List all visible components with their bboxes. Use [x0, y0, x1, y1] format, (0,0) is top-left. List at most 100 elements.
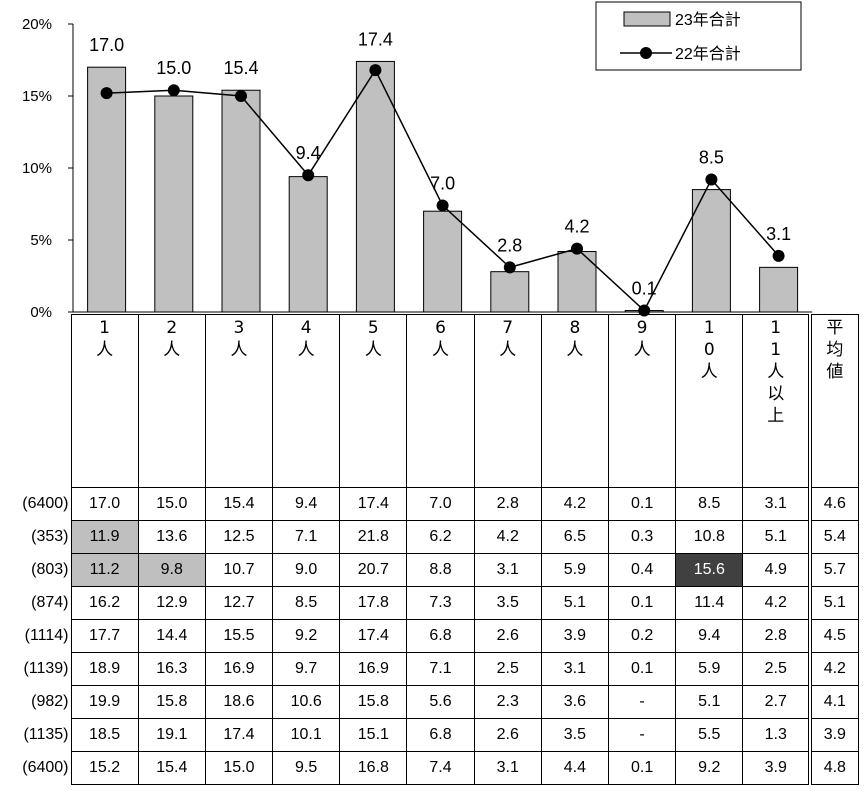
y-tick-label: 0%	[30, 304, 52, 320]
average-cell: 5.1	[808, 586, 859, 620]
y-tick-label: 20%	[22, 16, 52, 33]
average-cell: 4.2	[808, 652, 859, 686]
average-cell: 3.9	[808, 718, 859, 752]
table-row: (353) 11.9 13.6 12.5 7.1 21.8 6.2 4.2 6.5 0.3 10.8…	[0, 520, 859, 554]
table-cell: 11.9	[70, 520, 139, 554]
line-point	[571, 242, 583, 255]
line-point	[100, 87, 113, 100]
table-cell: 17.4	[204, 718, 274, 752]
table-cell: 15.1	[339, 718, 408, 752]
table-cell: 3.1	[473, 751, 542, 785]
bar	[490, 271, 530, 313]
bar-value-label: 15.0	[156, 58, 191, 78]
bar-value-label: 15.4	[223, 58, 258, 78]
table-cell: 15.4	[137, 751, 206, 785]
table-cell: 2.5	[473, 652, 542, 686]
table-cell: 17.7	[70, 619, 139, 653]
table-cell: 9.2	[272, 619, 341, 653]
bar-value-label: 9.4	[296, 143, 321, 163]
table-cell: 6.8	[406, 619, 475, 653]
table-cell: 3.1	[742, 487, 811, 521]
table-cell: 10.6	[272, 685, 341, 719]
sample-count: (982)	[31, 693, 69, 710]
table-cell: 15.0	[204, 751, 274, 785]
table-cell: 10.1	[272, 718, 341, 752]
table-cell: 4.2	[540, 487, 610, 521]
legend-bar-label: 23年合計	[675, 11, 741, 29]
bar-value-label: 8.5	[699, 148, 724, 168]
table-cell: 2.6	[473, 718, 542, 752]
table-cell: 18.6	[204, 685, 274, 719]
bar	[691, 189, 731, 313]
table-cell: 8.5	[272, 586, 341, 620]
bar-value-label: 0.1	[632, 279, 657, 299]
table-cell: 0.2	[607, 619, 677, 653]
sample-count: (1114)	[24, 627, 69, 644]
table-cell: 2.5	[742, 652, 811, 686]
table-cell: 3.5	[473, 586, 542, 620]
table-cell: 7.4	[406, 751, 475, 785]
sample-count: (6400)	[22, 759, 69, 776]
table-cell: 15.8	[137, 685, 206, 719]
table-cell: 3.1	[540, 652, 610, 686]
table-cell: 16.2	[70, 586, 139, 620]
table-cell: 2.6	[473, 619, 542, 653]
table-cell: 3.9	[540, 619, 610, 653]
bar	[759, 266, 799, 313]
table-cell: 12.7	[204, 586, 274, 620]
table-row: (1114) 17.7 14.4 15.5 9.2 17.4 6.8 2.6 3.9 0.2 9.4…	[0, 619, 859, 653]
table-cell: 17.4	[339, 487, 408, 521]
table-cell: 3.6	[540, 685, 610, 719]
sample-count: (874)	[31, 594, 69, 611]
legend-line-marker	[640, 47, 652, 59]
table-row: (6400) 15.2 15.4 15.0 9.5 16.8 7.4 3.1 4.4 0.1 9.2…	[0, 751, 859, 785]
table-cell: 4.9	[742, 553, 811, 587]
table-cell: 4.2	[742, 586, 811, 620]
table-cell: 8.5	[675, 487, 744, 521]
table-cell: 16.3	[137, 652, 206, 686]
bar	[423, 210, 463, 313]
table-cell: 5.9	[540, 553, 610, 587]
table-cell: 20.7	[339, 553, 408, 587]
table-cell: 6.2	[406, 520, 475, 554]
table-cell: 7.1	[272, 520, 341, 554]
sample-count: (803)	[31, 561, 69, 578]
average-cell: 5.7	[808, 553, 859, 587]
table-cell: 11.2	[70, 553, 139, 587]
average-cell: 4.8	[808, 751, 859, 785]
header-blank	[0, 315, 71, 488]
table-cell: 21.8	[339, 520, 408, 554]
table-cell: 5.1	[540, 586, 610, 620]
table-cell: 9.7	[272, 652, 341, 686]
table-cell: 8.8	[406, 553, 475, 587]
table-cell: 7.0	[406, 487, 475, 521]
y-tick-label: 15%	[22, 88, 52, 105]
bar	[154, 95, 194, 313]
table-cell: 7.3	[406, 586, 475, 620]
line-point	[772, 249, 785, 262]
table-cell: 12.5	[204, 520, 274, 554]
table-row: (6400) 17.0 15.0 15.4 9.4 17.4 7.0 2.8 4.2 0.1 8.5…	[0, 487, 859, 521]
table-cell: -	[607, 718, 677, 752]
table-cell: 9.5	[272, 751, 341, 785]
table-cell: 15.8	[339, 685, 408, 719]
table-cell: 6.5	[540, 520, 610, 554]
legend-bar-swatch	[623, 11, 671, 27]
bar-value-label: 17.0	[89, 35, 124, 55]
sample-count: (1139)	[23, 660, 69, 677]
sample-count: (353)	[31, 528, 69, 545]
line-point	[436, 199, 449, 212]
table-cell: 4.2	[473, 520, 542, 554]
table-cell: 6.8	[406, 718, 475, 752]
table-cell: 0.1	[607, 487, 677, 521]
table-cell: -	[607, 685, 677, 719]
table-cell: 3.9	[742, 751, 811, 785]
table-cell: 10.7	[204, 553, 274, 587]
table-cell: 5.1	[742, 520, 811, 554]
